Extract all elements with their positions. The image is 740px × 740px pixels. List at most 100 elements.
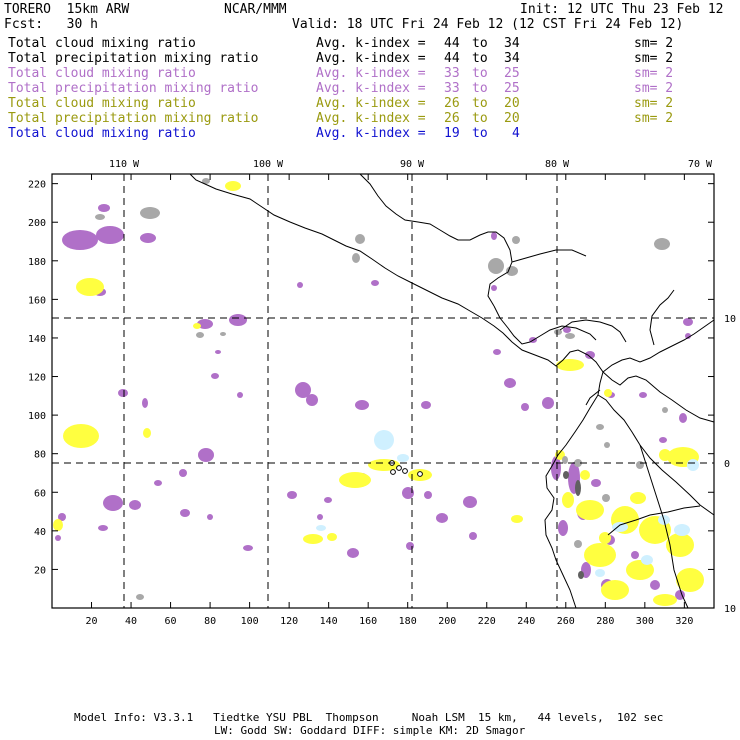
field-blob-light-blue xyxy=(316,525,326,531)
field-blob-grey xyxy=(565,333,575,339)
legend-field: Total precipitation mixing ratio xyxy=(8,51,259,66)
latitude-label: 10 S xyxy=(724,604,740,615)
y-tick-label: 200 xyxy=(28,218,46,229)
legend-kindex: Avg. k-index = xyxy=(316,111,426,126)
field-blob-violet xyxy=(154,480,162,486)
field-blob-violet xyxy=(142,398,148,408)
field-blob-yellow xyxy=(562,492,574,508)
field-blob-grey xyxy=(488,258,504,274)
legend-sm: sm= 2 xyxy=(634,66,674,81)
field-blob-grey xyxy=(136,594,144,600)
legend-from: 19 xyxy=(444,126,460,141)
field-blob-light-blue xyxy=(595,569,605,577)
field-blob-yellow xyxy=(556,359,584,371)
field-blob-violet xyxy=(659,437,667,443)
y-tick-label: 80 xyxy=(34,450,46,461)
field-blob-violet xyxy=(675,590,685,600)
field-blob-violet xyxy=(591,479,601,487)
field-blob-violet xyxy=(287,491,297,499)
legend-to: 34 xyxy=(504,51,520,66)
model-info-line: Model Info: V3.3.1 Tiedtke YSU PBL Thomp… xyxy=(74,711,664,724)
field-blob-dark-grey xyxy=(575,480,581,496)
field-blob-violet xyxy=(371,280,379,286)
field-blob-grey xyxy=(654,238,670,250)
longitude-label: 90 W xyxy=(400,159,425,170)
coastline-segment xyxy=(493,305,597,345)
field-blob-violet xyxy=(685,333,691,339)
field-blob-light-blue xyxy=(397,454,409,462)
legend-sm: sm= 2 xyxy=(634,96,674,111)
field-blob-violet xyxy=(324,497,332,503)
field-blob-violet xyxy=(421,401,431,409)
y-tick-label: 60 xyxy=(34,488,46,499)
x-tick-label: 40 xyxy=(125,616,137,627)
island xyxy=(390,469,396,475)
island xyxy=(396,465,402,471)
legend-sm: sm= 2 xyxy=(634,36,674,51)
field-blob-violet xyxy=(551,456,561,480)
legend-to-word: to xyxy=(472,81,488,96)
x-tick-label: 140 xyxy=(320,616,338,627)
field-blob-dark-grey xyxy=(578,571,584,579)
legend-to: 34 xyxy=(504,36,520,51)
y-tick-label: 160 xyxy=(28,295,46,306)
longitude-label: 80 W xyxy=(545,159,570,170)
field-blob-light-blue xyxy=(687,459,699,471)
field-blob-violet xyxy=(198,448,214,462)
x-tick-label: 20 xyxy=(85,616,97,627)
legend-from: 33 xyxy=(444,81,460,96)
coastline-segment xyxy=(597,394,715,516)
field-blob-violet xyxy=(211,373,219,379)
coastline-segment xyxy=(649,289,675,346)
legend-field: Total cloud mixing ratio xyxy=(8,126,196,141)
legend-to-word: to xyxy=(472,96,488,111)
field-blob-violet xyxy=(683,318,693,326)
field-blob-yellow xyxy=(368,459,400,471)
field-blob-violet xyxy=(542,397,554,409)
field-blob-yellow xyxy=(604,389,612,397)
x-tick-label: 80 xyxy=(204,616,216,627)
field-blob-violet xyxy=(197,319,213,329)
legend-to-word: to xyxy=(472,51,488,66)
legend-kindex: Avg. k-index = xyxy=(316,36,426,51)
field-blob-violet xyxy=(179,469,187,477)
field-blob-violet xyxy=(355,400,369,410)
field-blob-violet xyxy=(558,520,568,536)
legend-to-word: to xyxy=(472,36,488,51)
legend-kindex: Avg. k-index = xyxy=(316,81,426,96)
field-blob-grey xyxy=(512,236,520,244)
field-blob-grey xyxy=(196,332,204,338)
field-blob-violet xyxy=(55,535,61,541)
field-blob-violet xyxy=(491,232,497,240)
latitude-label: 0 xyxy=(724,459,730,470)
field-blob-violet xyxy=(98,525,108,531)
forecast-hour: Fcst: 30 h xyxy=(4,17,98,32)
field-blob-grey xyxy=(662,407,668,413)
axis-labels: 20 40 60 80 100 120 140 160 180 200 220 240 260 280 30… xyxy=(28,159,740,627)
latitude-label: 10 N xyxy=(724,314,740,325)
field-blob-grey xyxy=(562,456,568,464)
field-blob-yellow xyxy=(676,568,704,592)
field-blob-grey xyxy=(95,214,105,220)
model-title: TORERO 15km ARW xyxy=(4,2,130,17)
hydrometeor-fields xyxy=(53,178,704,606)
legend-to: 20 xyxy=(504,111,520,126)
legend-kindex: Avg. k-index = xyxy=(316,66,426,81)
map-plot: 20 40 60 80 100 120 140 160 180 200 220 240 260 280 30… xyxy=(28,159,740,627)
field-blob-violet xyxy=(306,394,318,406)
legend-from: 33 xyxy=(444,66,460,81)
field-blob-grey xyxy=(596,424,604,430)
legend-from: 44 xyxy=(444,51,460,66)
field-blob-violet xyxy=(436,513,448,523)
field-blob-dark-grey xyxy=(563,471,569,479)
field-blob-light-blue xyxy=(674,524,690,536)
field-blob-violet xyxy=(58,513,66,521)
field-blob-grey xyxy=(202,178,210,184)
legend-field: Total precipitation mixing ratio xyxy=(8,111,259,126)
field-blob-violet xyxy=(215,350,221,354)
field-blob-yellow xyxy=(339,472,371,488)
coastline-segment xyxy=(602,319,715,373)
y-tick-label: 40 xyxy=(34,527,46,538)
field-blob-yellow xyxy=(576,500,604,520)
lat-lon-grid xyxy=(52,174,714,608)
